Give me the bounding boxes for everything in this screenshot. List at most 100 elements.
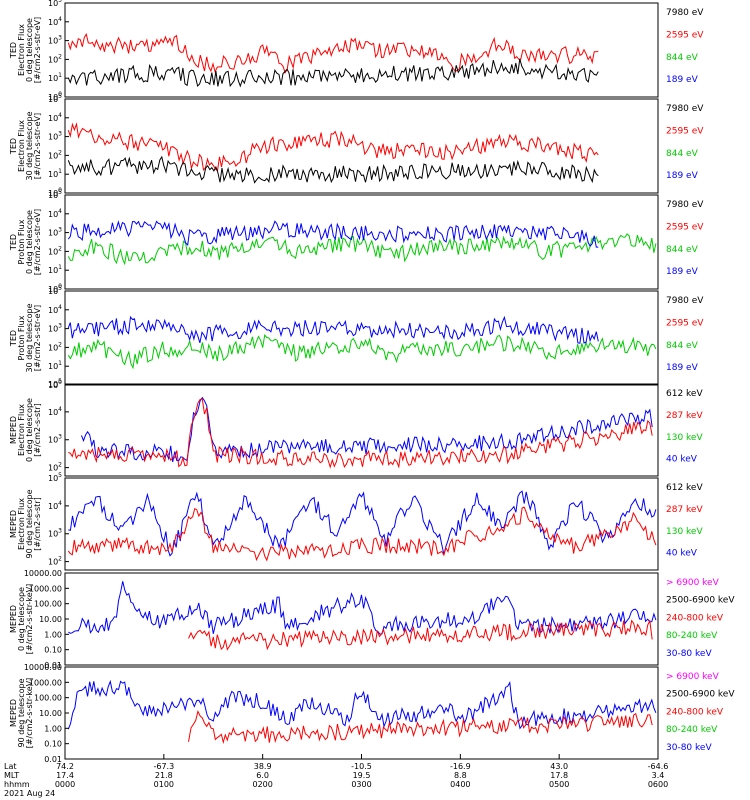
y-label-line: Electron Flux [17,120,26,172]
legend-entry: 130 keV [666,433,703,443]
series-287-kev [68,398,653,469]
legend-entry: 2595 eV [666,126,704,136]
x-axis-block: Lat 74.2 -67.3 38.9 -10.5 -16.9 43.0 -64.6 MLT 17… [4,754,668,798]
data-traces [67,122,599,184]
y-tick-label: 103 [48,528,62,539]
legend-entry: 844 eV [666,245,699,255]
x-tick-label: -10.5 [351,762,372,771]
y-tick-label: 0.01 [44,661,62,670]
y-label-line: TED [9,42,18,59]
y-tick-label: 100.00 [34,694,62,703]
panel-2: 100 101 102 103 104 105 TED Electron Flux 30 deg… [9,93,704,198]
y-tick-label: 0.10 [44,646,62,655]
series-189-ev [67,315,599,344]
y-tick-label: 105 [48,189,62,200]
y-axis-label: TED Electron Flux 0 deg telescope [#/cm2-s-… [9,17,42,83]
y-tick-label: 105 [48,378,62,389]
y-tick-label: 101 [48,168,62,179]
x-tick-label: 38.9 [254,762,272,771]
y-label-line: TED [9,234,18,251]
y-ticks: 0.01 0.10 1.00 10.00 100.00 1000.00 10000.00 [24,663,69,764]
x-tick-label: 74.2 [56,762,74,771]
legend-entry: 7980 eV [666,8,704,18]
series-844-ev [67,333,657,370]
series-2595-ev [67,122,599,172]
x-tick-label: 0300 [351,780,371,789]
y-ticks: 102 103 104 105 [48,378,69,473]
y-ticks: 100 101 102 103 104 105 [48,285,69,390]
y-tick-label: 100.00 [34,600,62,609]
data-traces [67,220,657,266]
y-tick-label: 100 [48,91,62,102]
plot-frame [64,194,659,290]
legend-entry: 240-800 keV [666,613,724,623]
legend: > 6900 keV 2500-6900 keV 240-800 keV 80-240… [666,578,735,659]
x-tick-label: 17.4 [56,771,74,780]
panel-1: 100 101 102 103 104 105 TED Electron Flux 0 deg … [9,0,704,102]
x-row-label: Lat [4,762,17,771]
x-row-label: MLT [4,771,19,780]
legend-entry: 80-240 keV [666,725,718,735]
y-tick-label: 104 [48,208,62,219]
panel-4: 100 101 102 103 104 105 TED Proton Flux 30 deg t… [9,285,704,390]
y-label-line: [#/cm2-s-str] [33,497,42,550]
y-tick-label: 1000.00 [29,584,62,593]
legend: 612 keV 287 keV 130 keV 40 keV [666,483,703,559]
y-axis-label: MEPED 0 deg telescope [#/cm2-s-str-keV] [9,584,34,655]
y-axis-label: TED Proton Flux 30 deg telescope [#/cm2-s-s… [9,303,42,372]
y-tick-label: 105 [48,285,62,296]
y-tick-label: 101 [48,360,62,371]
y-label-line: [#/cm2-s-str-eV] [33,113,42,179]
y-tick-label: 101 [48,72,62,83]
y-label-line: MEPED [9,510,18,538]
x-tick-label: 0400 [450,780,470,789]
legend-entry: 30-80 keV [666,743,712,753]
y-tick-label: 104 [48,304,62,315]
legend: 7980 eV 2595 eV 844 eV 189 eV [666,200,704,277]
y-label-line: 90 deg telescope [25,489,34,558]
data-traces [67,315,657,370]
legend-entry: 7980 eV [666,104,704,114]
data-traces [67,33,599,88]
y-label-line: 90 deg telescope [17,678,26,747]
y-label-line: MEPED [9,699,18,727]
x-tick-label: 43.0 [550,762,568,771]
y-tick-label: 1.00 [44,724,62,733]
legend: 612 keV 287 keV 130 keV 40 keV [666,389,703,465]
y-label-line: [#/cm2-s-str-keV] [25,678,34,749]
legend-entry: 612 keV [666,483,703,493]
series-40-kev [81,396,653,463]
y-label-line: 30 deg telescope [25,111,34,180]
y-tick-label: 103 [48,227,62,238]
y-label-line: 0 deg telescope [25,398,34,462]
y-axis-label: TED Electron Flux 30 deg telescope [#/cm2-s… [9,111,42,180]
y-label-line: [#/cm2-s-str] [33,403,42,456]
x-tick-label: 0500 [549,780,569,789]
y-tick-label: 103 [48,323,62,334]
legend-entry: 40 keV [666,455,698,465]
legend-entry: > 6900 keV [666,578,720,588]
plot-frame [64,572,659,666]
x-tick-label: 0600 [648,780,668,789]
y-axis-label: MEPED 90 deg telescope [#/cm2-s-str-keV] [9,678,34,749]
panel-7: 0.01 0.10 1.00 10.00 100.00 1000.00 10000.00 ME… [9,569,735,670]
legend-entry: 189 eV [666,171,699,181]
y-tick-label: 105 [48,93,62,104]
y-axis-label: MEPED Electron Flux 0 deg telescope [#/cm2-… [9,398,42,462]
plot-frame [64,666,659,760]
plot-frame [64,2,659,98]
y-label-line: 0 deg telescope [25,18,34,82]
x-tick-label: 19.5 [353,771,371,780]
y-ticks: 100 101 102 103 104 105 [48,0,69,102]
x-tick-label: 0000 [55,780,75,789]
legend-entry: 40 keV [666,549,698,559]
plot-frame [64,290,659,386]
series-287-kev [67,506,657,562]
plot-frame [64,477,659,571]
y-tick-label: 102 [48,556,62,567]
y-tick-label: 10000.00 [24,569,62,578]
x-tick-label: 17.8 [550,771,568,780]
y-label-line: [#/cm2-s-str-eV] [33,17,42,83]
y-label-line: [#/cm2-s-str-eV] [33,209,42,275]
y-tick-label: 102 [48,341,62,352]
